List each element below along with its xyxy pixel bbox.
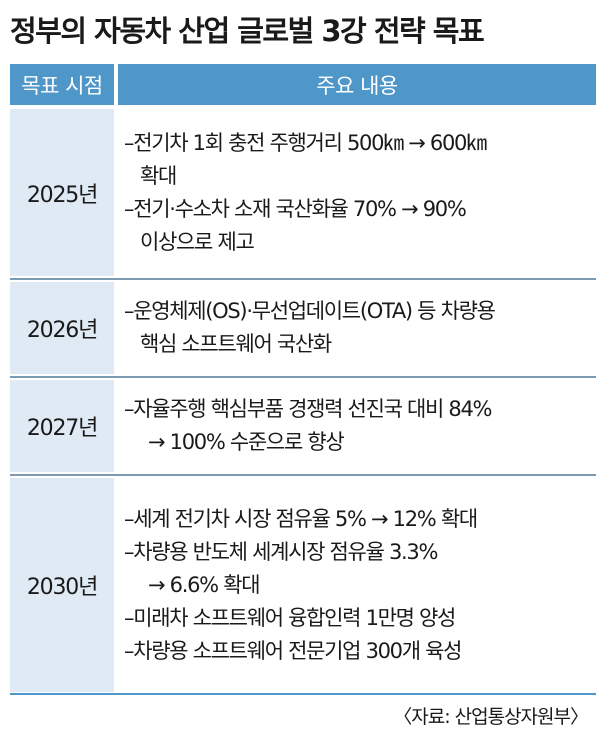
content-line: 확대 [140, 163, 177, 188]
content-line: –자율주행 핵심부품 경쟁력 선진국 대비 84% [124, 397, 492, 421]
content-line: –미래차 소프트웨어 융합인력 1만명 양성 [124, 605, 456, 630]
content-line: –운영체제(OS)·무선업데이트(OTA) 등 차량용 [124, 299, 496, 323]
content-line: → 6.6% 확대 [148, 572, 261, 597]
goals-table: 목표 시점 주요 내용 2025년 –전기차 1회 충전 주행거리 500㎞ →… [10, 64, 596, 696]
content-line: –전기·수소차 소재 국산화율 70% → 90% [124, 196, 467, 221]
content-line: 핵심 소프트웨어 국산화 [140, 332, 332, 356]
header-main-content: 주요 내용 [118, 64, 596, 105]
row-divider [10, 278, 596, 280]
source-note: 〈자료: 산업통상자원부〉 [393, 706, 589, 728]
year-cell-2027: 2027년 [10, 380, 114, 472]
content-cell-2027: –자율주행 핵심부품 경쟁력 선진국 대비 84% → 100% 수준으로 향상 [118, 380, 596, 472]
content-line: –세계 전기차 시장 점유율 5% → 12% 확대 [124, 506, 478, 531]
year-cell-2026: 2026년 [10, 282, 114, 374]
content-line: –차량용 소프트웨어 전문기업 300개 육성 [124, 638, 462, 663]
year-cell-2025: 2025년 [10, 109, 114, 276]
table-bottom-border [10, 693, 596, 695]
content-cell-2025: –전기차 1회 충전 주행거리 500㎞ → 600㎞ 확대 –전기·수소차 소… [118, 109, 596, 276]
header-target-date: 목표 시점 [10, 64, 114, 105]
content-line: –차량용 반도체 세계시장 점유율 3.3% [124, 539, 438, 564]
row-divider [10, 474, 596, 476]
content-line: 이상으로 제고 [140, 229, 255, 254]
content-cell-2026: –운영체제(OS)·무선업데이트(OTA) 등 차량용 핵심 소프트웨어 국산화 [118, 282, 596, 374]
content-cell-2030: –세계 전기차 시장 점유율 5% → 12% 확대 –차량용 반도체 세계시장… [118, 478, 596, 692]
year-cell-2030: 2030년 [10, 478, 114, 692]
page-title: 정부의 자동차 산업 글로벌 3강 전략 목표 [10, 14, 485, 48]
content-line: –전기차 1회 충전 주행거리 500㎞ → 600㎞ [124, 130, 487, 155]
content-line: → 100% 수준으로 향상 [148, 430, 345, 454]
row-divider [10, 376, 596, 378]
